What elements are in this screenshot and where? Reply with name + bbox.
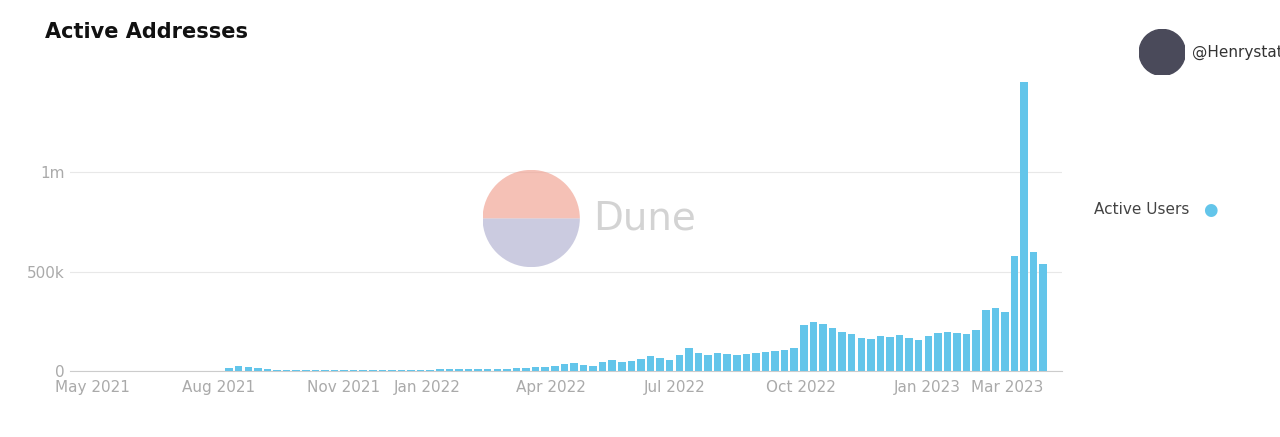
Bar <box>236 367 242 371</box>
Bar <box>330 370 338 371</box>
Bar <box>599 362 607 371</box>
Bar <box>877 336 884 371</box>
Bar <box>618 362 626 371</box>
Bar <box>513 368 520 371</box>
Bar <box>992 308 1000 371</box>
Bar <box>398 370 406 371</box>
Bar <box>753 353 759 371</box>
Bar <box>244 367 252 371</box>
Bar <box>867 339 874 371</box>
Bar <box>580 365 588 371</box>
Bar <box>255 368 261 371</box>
Bar <box>847 333 855 371</box>
Bar <box>417 370 425 371</box>
Bar <box>456 369 463 371</box>
Bar <box>934 333 942 371</box>
Bar <box>685 347 692 371</box>
Bar <box>905 337 913 371</box>
Bar <box>445 369 453 371</box>
Text: Dune: Dune <box>593 200 695 237</box>
Bar <box>273 370 280 371</box>
Bar <box>838 332 846 371</box>
Bar <box>781 350 788 371</box>
Bar <box>704 356 712 371</box>
Bar <box>627 361 635 371</box>
Bar <box>973 329 980 371</box>
Bar <box>465 369 472 371</box>
Text: ●: ● <box>1203 201 1217 219</box>
Bar <box>742 354 750 371</box>
Wedge shape <box>483 170 580 218</box>
Bar <box>657 358 664 371</box>
Bar <box>321 370 329 371</box>
Bar <box>608 361 616 371</box>
Bar <box>494 369 500 371</box>
Bar <box>733 354 741 371</box>
Bar <box>426 370 434 371</box>
Bar <box>1011 256 1019 371</box>
Bar <box>388 370 396 371</box>
Text: @Henrystats: @Henrystats <box>1192 45 1280 60</box>
Bar <box>646 357 654 371</box>
Bar <box>570 364 577 371</box>
Bar <box>407 370 415 371</box>
Bar <box>283 370 291 371</box>
Bar <box>225 368 233 371</box>
Bar <box>484 369 492 371</box>
Bar <box>762 351 769 371</box>
Bar <box>810 322 817 371</box>
Bar <box>982 310 989 371</box>
Bar <box>379 370 387 371</box>
Bar <box>589 366 596 371</box>
Bar <box>1030 252 1037 371</box>
Bar <box>924 336 932 371</box>
Circle shape <box>1139 29 1185 76</box>
Bar <box>1039 264 1047 371</box>
Bar <box>886 336 893 371</box>
Bar <box>550 366 558 371</box>
Bar <box>896 335 904 371</box>
Text: Active Users: Active Users <box>1094 202 1190 217</box>
Bar <box>436 369 444 371</box>
Bar <box>695 353 703 371</box>
Bar <box>349 370 357 371</box>
Bar <box>475 369 481 371</box>
Bar <box>522 368 530 371</box>
Bar <box>1020 82 1028 371</box>
Bar <box>1001 312 1009 371</box>
Bar <box>561 364 568 371</box>
Bar <box>666 361 673 371</box>
Bar <box>676 356 684 371</box>
Bar <box>532 368 539 371</box>
Text: Active Addresses: Active Addresses <box>45 22 248 42</box>
Bar <box>819 323 827 371</box>
Bar <box>503 369 511 371</box>
Bar <box>963 333 970 371</box>
Wedge shape <box>483 218 580 267</box>
Bar <box>264 369 271 371</box>
Bar <box>723 354 731 371</box>
Bar <box>311 370 319 371</box>
Bar <box>915 340 923 371</box>
Bar <box>791 347 797 371</box>
Bar <box>541 367 549 371</box>
Bar <box>954 333 961 371</box>
Bar <box>858 337 865 371</box>
Bar <box>360 370 367 371</box>
Bar <box>772 350 778 371</box>
Bar <box>714 353 722 371</box>
Bar <box>943 332 951 371</box>
Bar <box>340 370 348 371</box>
Bar <box>302 370 310 371</box>
Bar <box>828 328 836 371</box>
Bar <box>369 370 376 371</box>
Bar <box>292 370 300 371</box>
Bar <box>637 360 645 371</box>
Bar <box>800 325 808 371</box>
